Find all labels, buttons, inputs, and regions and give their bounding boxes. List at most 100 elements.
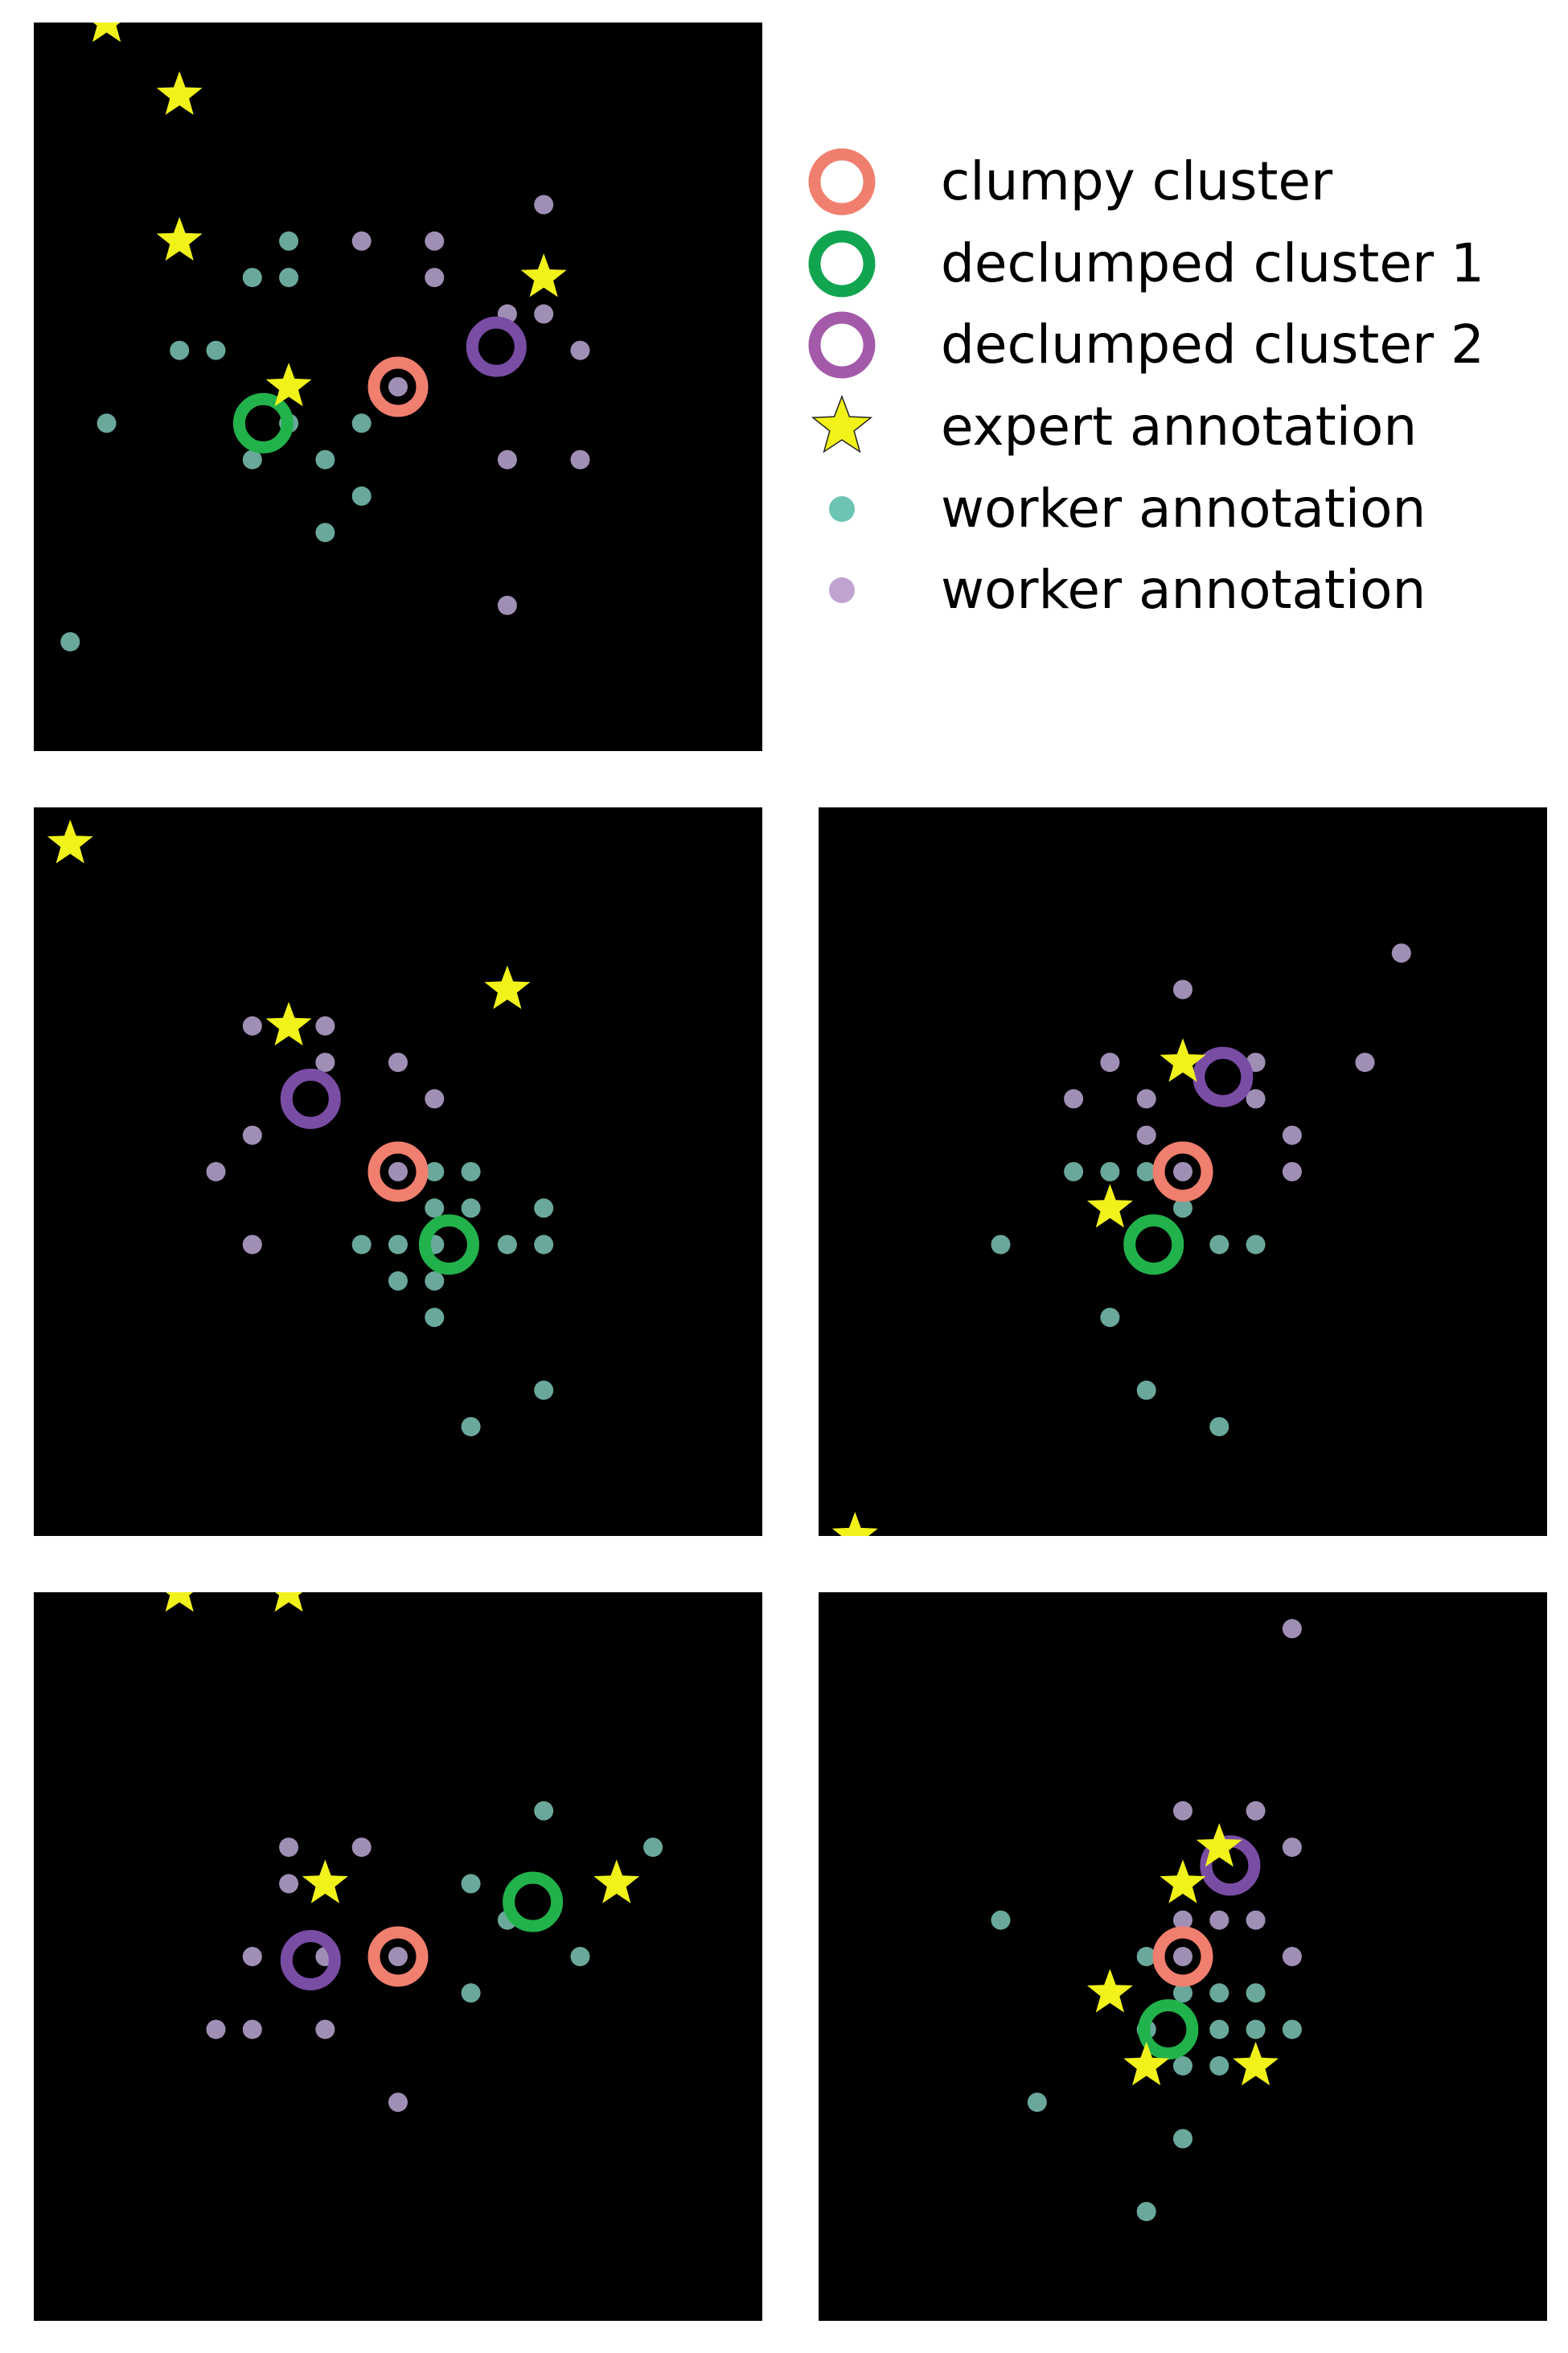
legend-entry-declumped-2: declumped cluster 2 — [808, 311, 1484, 379]
expert-star — [156, 71, 203, 115]
declumped-cluster-1-ring — [503, 1871, 564, 1932]
clumpy-cluster-ring — [1152, 1141, 1213, 1202]
declumped-cluster-2-ring — [1192, 1046, 1254, 1107]
worker-point-purple — [1173, 979, 1192, 1000]
expert-star — [1086, 1969, 1133, 2013]
panel-middle-left — [34, 807, 762, 1536]
worker-point-teal — [1246, 2019, 1266, 2039]
worker-point-teal — [1136, 2202, 1156, 2222]
worker-point-teal — [497, 1234, 517, 1255]
clumpy-cluster-ring — [367, 1141, 429, 1202]
legend-label-declumped-2: declumped cluster 2 — [941, 314, 1484, 376]
worker-point-teal — [643, 1838, 663, 1858]
worker-point-purple — [1064, 1089, 1084, 1109]
worker-point-purple — [1173, 1801, 1192, 1821]
panel-middle-right — [819, 807, 1547, 1536]
worker-point-teal — [1173, 2129, 1192, 2149]
worker-point-purple — [425, 1089, 445, 1109]
worker-point-teal — [570, 1947, 590, 1966]
worker-point-teal — [534, 1234, 554, 1255]
worker-point-teal — [351, 1234, 371, 1255]
expert-star — [1196, 1823, 1242, 1867]
worker-point-purple — [315, 1053, 335, 1073]
worker-point-purple — [1282, 1619, 1302, 1639]
worker-point-purple — [1173, 1947, 1192, 1966]
expert-star — [1123, 2041, 1170, 2086]
worker-point-purple — [206, 2019, 226, 2039]
expert-star — [593, 1859, 640, 1903]
worker-point-teal — [315, 523, 335, 543]
worker-point-teal — [96, 413, 117, 433]
worker-point-teal — [279, 231, 299, 251]
legend-entry-declumped-1: declumped cluster 1 — [808, 230, 1484, 298]
declumped-cluster-2-ring — [280, 1930, 341, 1991]
worker-point-teal — [60, 632, 80, 652]
worker-point-purple — [242, 2019, 262, 2039]
worker-point-teal — [1282, 2019, 1302, 2039]
worker-point-teal — [1209, 2055, 1229, 2076]
worker-point-purple — [1209, 1910, 1229, 1930]
panel-plot-area — [831, 943, 1411, 1536]
dot-icon — [829, 496, 855, 522]
legend-entry-worker-purple: worker annotation — [829, 559, 1426, 621]
declumped-cluster-1-ring — [418, 1214, 479, 1275]
worker-point-purple — [534, 304, 554, 324]
worker-point-teal — [279, 268, 299, 288]
expert-star — [156, 216, 203, 261]
panel-bottom-left — [34, 1592, 762, 2321]
panel-plot-area — [165, 1592, 663, 2113]
legend-entry-expert: expert annotation — [811, 394, 1417, 458]
expert-star — [92, 23, 121, 43]
legend-label-worker-purple: worker annotation — [941, 559, 1426, 621]
worker-point-teal — [425, 1308, 445, 1328]
worker-point-teal — [170, 340, 190, 360]
expert-star — [265, 363, 312, 407]
worker-point-purple — [425, 268, 445, 288]
worker-point-teal — [1209, 1234, 1229, 1255]
worker-point-teal — [1246, 1983, 1266, 2003]
worker-point-teal — [991, 1910, 1011, 1930]
worker-point-purple — [242, 1234, 262, 1255]
declumped-cluster-2-ring — [280, 1068, 341, 1129]
clumpy-cluster-ring — [367, 356, 429, 417]
worker-point-purple — [279, 1838, 299, 1858]
worker-point-teal — [1136, 1947, 1156, 1966]
worker-point-purple — [279, 1874, 299, 1894]
worker-point-purple — [242, 1125, 262, 1145]
worker-point-purple — [534, 195, 554, 215]
worker-point-purple — [570, 340, 590, 360]
worker-point-teal — [425, 1198, 445, 1218]
panel-top-left — [34, 23, 762, 751]
legend-entry-worker-teal: worker annotation — [829, 478, 1426, 540]
worker-point-teal — [1246, 1234, 1266, 1255]
worker-point-teal — [534, 1198, 554, 1218]
legend-entry-clumpy: clumpy cluster — [808, 148, 1333, 216]
worker-point-teal — [351, 486, 371, 506]
worker-point-purple — [1100, 1053, 1120, 1073]
worker-point-purple — [1282, 1162, 1302, 1181]
panel-plot-area — [47, 819, 554, 1437]
worker-point-purple — [425, 231, 445, 251]
worker-point-purple — [388, 1053, 408, 1073]
legend-label-worker-teal: worker annotation — [941, 478, 1426, 540]
worker-point-purple — [1246, 1089, 1266, 1109]
legend-label-clumpy: clumpy cluster — [941, 150, 1333, 212]
worker-point-teal — [242, 268, 262, 288]
worker-point-purple — [1136, 1089, 1156, 1109]
worker-point-teal — [1209, 1417, 1229, 1437]
worker-point-teal — [1100, 1162, 1120, 1181]
expert-star — [831, 1512, 878, 1536]
worker-point-teal — [461, 1198, 481, 1218]
dot-icon — [829, 577, 855, 603]
worker-point-teal — [1209, 2019, 1229, 2039]
expert-star — [47, 819, 93, 864]
worker-point-teal — [1027, 2092, 1047, 2113]
worker-point-teal — [461, 1417, 481, 1437]
declumped-cluster-1-ring — [1138, 1999, 1199, 2060]
ring-icon — [808, 311, 876, 379]
expert-star — [302, 1859, 348, 1903]
worker-point-purple — [388, 1947, 408, 1966]
worker-point-purple — [1173, 1162, 1192, 1181]
worker-point-teal — [534, 1380, 554, 1400]
ring-icon — [808, 230, 876, 298]
